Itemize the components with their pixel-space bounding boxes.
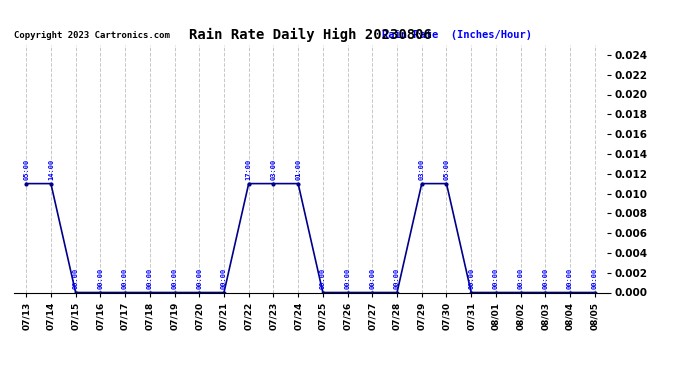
Text: 00:00: 00:00 <box>518 268 524 289</box>
Text: 05:00: 05:00 <box>23 159 29 180</box>
Text: 00:00: 00:00 <box>344 268 351 289</box>
Text: 00:00: 00:00 <box>320 268 326 289</box>
Text: 00:00: 00:00 <box>567 268 573 289</box>
Text: 00:00: 00:00 <box>72 268 79 289</box>
Title: Rain Rate Daily High 20230806: Rain Rate Daily High 20230806 <box>189 28 432 42</box>
Text: 00:00: 00:00 <box>147 268 152 289</box>
Text: 00:00: 00:00 <box>469 268 474 289</box>
Text: 00:00: 00:00 <box>592 268 598 289</box>
Text: 00:00: 00:00 <box>97 268 104 289</box>
Text: 14:00: 14:00 <box>48 159 54 180</box>
Text: 00:00: 00:00 <box>369 268 375 289</box>
Text: 01:00: 01:00 <box>295 159 301 180</box>
Text: 03:00: 03:00 <box>270 159 277 180</box>
Text: Copyright 2023 Cartronics.com: Copyright 2023 Cartronics.com <box>14 31 170 40</box>
Text: 05:00: 05:00 <box>444 159 449 180</box>
Text: Rain Rate  (Inches/Hour): Rain Rate (Inches/Hour) <box>382 30 532 40</box>
Text: 00:00: 00:00 <box>394 268 400 289</box>
Text: 00:00: 00:00 <box>172 268 177 289</box>
Text: 17:00: 17:00 <box>246 159 252 180</box>
Text: 00:00: 00:00 <box>221 268 227 289</box>
Text: 03:00: 03:00 <box>419 159 425 180</box>
Text: 00:00: 00:00 <box>493 268 499 289</box>
Text: 00:00: 00:00 <box>122 268 128 289</box>
Text: 00:00: 00:00 <box>542 268 549 289</box>
Text: 00:00: 00:00 <box>196 268 202 289</box>
